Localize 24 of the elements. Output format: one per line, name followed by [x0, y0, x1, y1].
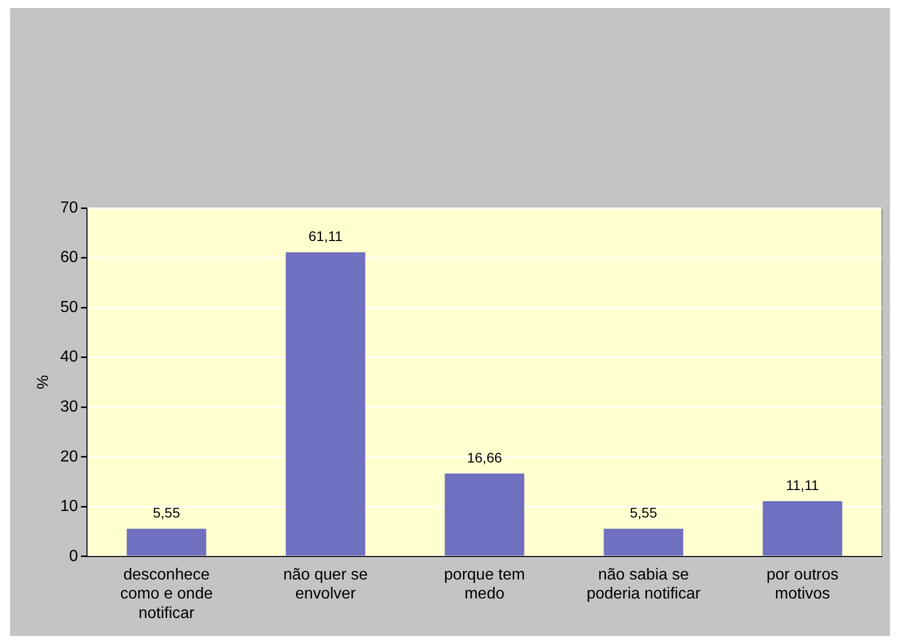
data-label: 5,55: [152, 504, 180, 521]
bar: [604, 528, 684, 556]
x-tick-label: porque tem medo: [444, 566, 525, 603]
x-tick-label: não sabia se poderia notificar: [586, 566, 702, 603]
y-axis-title: %: [35, 375, 52, 390]
y-tick-label: 60: [60, 249, 78, 266]
y-tick-label: 70: [60, 199, 78, 216]
data-label: 61,11: [308, 228, 343, 244]
bar: [286, 252, 366, 556]
data-label: 5,55: [630, 504, 658, 521]
x-tick-label: não quer se envolver: [283, 566, 368, 603]
y-tick-label: 40: [60, 348, 78, 366]
y-tick-label: 10: [60, 498, 78, 516]
data-label: 11,11: [786, 476, 820, 493]
y-tick-label: 50: [60, 298, 78, 316]
y-tick-label: 20: [60, 448, 78, 466]
x-tick-label: desconhece como e onde notificar: [120, 566, 213, 622]
bar: [126, 528, 206, 556]
bar: [762, 501, 842, 556]
data-label: 16,66: [466, 449, 502, 466]
x-tick-label: por outros motivos: [766, 566, 839, 603]
bar: [444, 473, 524, 556]
y-tick-label: 30: [60, 398, 78, 416]
y-tick-label: 0: [69, 548, 78, 565]
